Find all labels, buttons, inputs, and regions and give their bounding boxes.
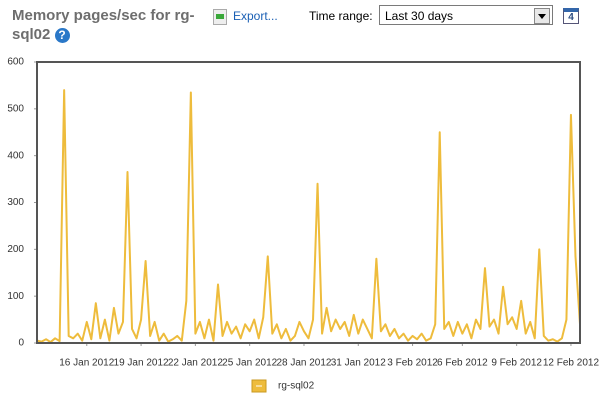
x-tick-label: 19 Jan 2012 <box>114 358 169 369</box>
x-tick-label: 3 Feb 2012 <box>387 358 438 369</box>
export-icon <box>213 9 227 25</box>
time-range-label: Time range: <box>309 9 373 23</box>
x-tick-label: 12 Feb 2012 <box>543 358 600 369</box>
x-tick-label: 22 Jan 2012 <box>168 358 223 369</box>
select-value: Last 30 days <box>385 9 454 23</box>
x-tick-label: 6 Feb 2012 <box>437 358 488 369</box>
y-tick-label: 300 <box>7 197 24 208</box>
data-line <box>36 89 581 344</box>
y-tick-label: 200 <box>7 244 24 255</box>
plot-border <box>36 61 581 344</box>
y-tick-label: 400 <box>7 150 24 161</box>
select-arrow[interactable] <box>534 8 550 24</box>
x-tick-label: 31 Jan 2012 <box>331 358 386 369</box>
calendar-button[interactable]: 4 <box>563 8 579 24</box>
legend-label: rg-sql02 <box>278 381 315 392</box>
export-text: Export... <box>233 9 278 24</box>
title-block: Memory pages/sec for rg-sql02 ? <box>12 6 202 44</box>
help-icon[interactable]: ? <box>54 27 70 43</box>
title: Memory pages/sec for rg-sql02 <box>12 7 195 43</box>
y-tick-label: 100 <box>7 291 24 302</box>
y-tick-label: 500 <box>7 103 24 114</box>
y-tick-label: 600 <box>7 57 24 68</box>
x-tick-label: 25 Jan 2012 <box>222 358 277 369</box>
x-tick-label: 9 Feb 2012 <box>491 358 542 369</box>
export-link[interactable]: Export... <box>213 9 278 25</box>
x-tick-label: 28 Jan 2012 <box>276 358 331 369</box>
x-tick-label: 16 Jan 2012 <box>59 358 114 369</box>
time-range-select[interactable]: Last 30 days <box>379 5 553 25</box>
y-tick-label: 0 <box>18 338 24 349</box>
